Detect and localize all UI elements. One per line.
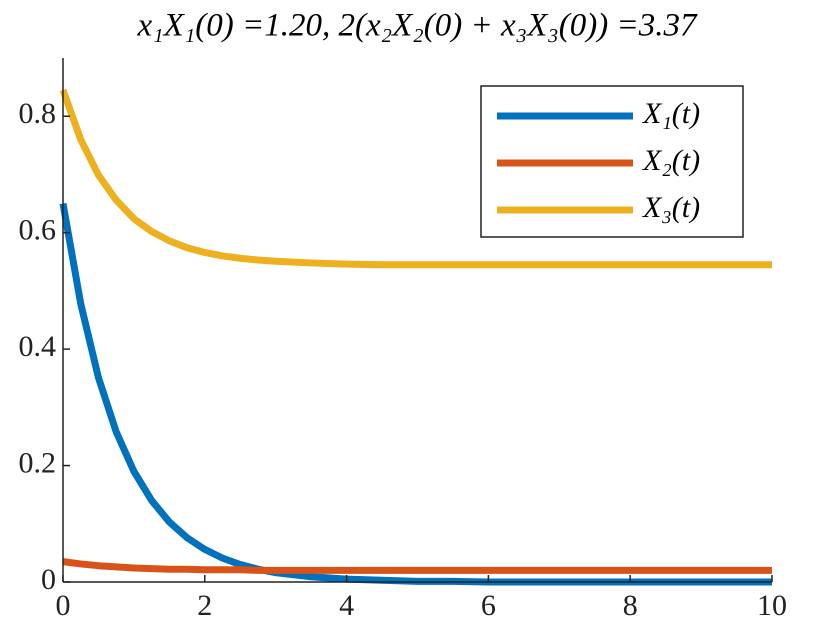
legend-label: X₃(t) xyxy=(642,191,700,224)
x-tick-label: 4 xyxy=(339,589,354,622)
legend-label: X₁(t) xyxy=(642,97,700,130)
data-line xyxy=(59,88,772,269)
x-tick-label: 0 xyxy=(56,589,71,622)
x-tick-label: 6 xyxy=(481,589,496,622)
y-tick-label: 0.8 xyxy=(19,97,57,130)
x-tick-label: 10 xyxy=(757,589,787,622)
chart-title: x₁X₁(0) =1.20, 2(x₂X₂(0) + x₃X₃(0)) =3.3… xyxy=(137,8,698,44)
y-tick-label: 0.2 xyxy=(19,446,57,479)
x-tick-label: 8 xyxy=(623,589,638,622)
y-tick-label: 0 xyxy=(41,563,56,596)
legend-label: X₂(t) xyxy=(642,144,700,177)
y-tick-label: 0.4 xyxy=(19,330,57,363)
y-tick-label: 0.6 xyxy=(19,214,57,247)
data-line xyxy=(62,558,772,574)
data-line xyxy=(59,202,772,586)
x-tick-label: 2 xyxy=(197,589,212,622)
